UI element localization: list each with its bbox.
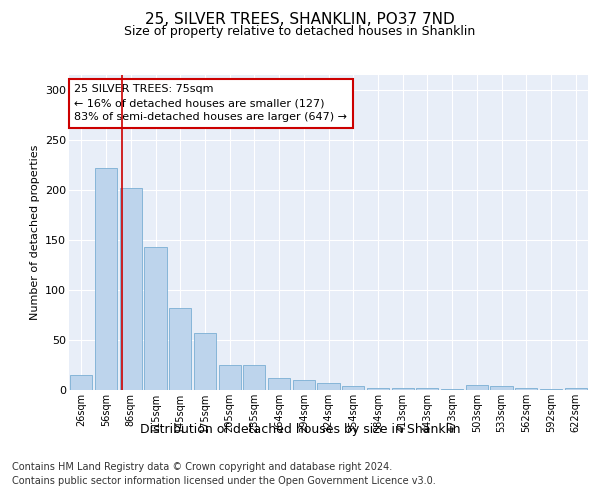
Bar [317, 383, 340, 390]
Text: Contains public sector information licensed under the Open Government Licence v3: Contains public sector information licen… [12, 476, 436, 486]
Bar [342, 386, 364, 390]
Bar [540, 389, 562, 390]
Bar [392, 388, 414, 390]
Bar [367, 388, 389, 390]
Bar [218, 365, 241, 390]
Bar [194, 333, 216, 390]
Text: Contains HM Land Registry data © Crown copyright and database right 2024.: Contains HM Land Registry data © Crown c… [12, 462, 392, 472]
Bar [515, 388, 538, 390]
Bar [145, 247, 167, 390]
Bar [95, 168, 117, 390]
Bar [416, 388, 439, 390]
Bar [268, 378, 290, 390]
Text: Size of property relative to detached houses in Shanklin: Size of property relative to detached ho… [124, 25, 476, 38]
Bar [441, 389, 463, 390]
Bar [293, 380, 315, 390]
Text: 25 SILVER TREES: 75sqm
← 16% of detached houses are smaller (127)
83% of semi-de: 25 SILVER TREES: 75sqm ← 16% of detached… [74, 84, 347, 122]
Bar [490, 386, 512, 390]
Bar [169, 308, 191, 390]
Text: Distribution of detached houses by size in Shanklin: Distribution of detached houses by size … [140, 422, 460, 436]
Bar [119, 188, 142, 390]
Text: 25, SILVER TREES, SHANKLIN, PO37 7ND: 25, SILVER TREES, SHANKLIN, PO37 7ND [145, 12, 455, 28]
Bar [466, 385, 488, 390]
Bar [565, 388, 587, 390]
Bar [70, 375, 92, 390]
Y-axis label: Number of detached properties: Number of detached properties [29, 145, 40, 320]
Bar [243, 365, 265, 390]
